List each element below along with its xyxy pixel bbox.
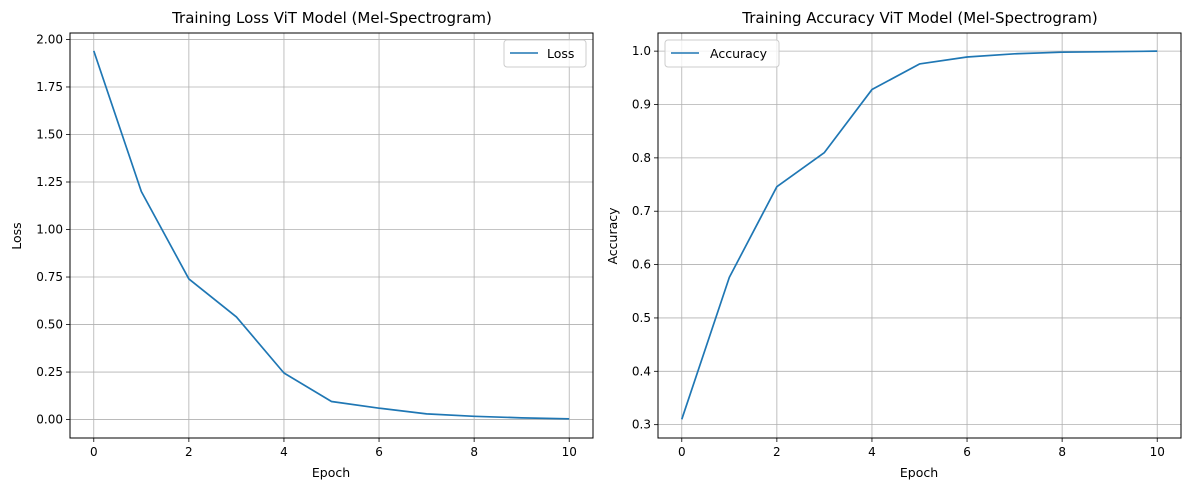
accuracy-legend-label: Accuracy	[710, 46, 768, 61]
accuracy-chart-title: Training Accuracy ViT Model (Mel-Spectro…	[741, 9, 1097, 27]
loss-legend-box	[503, 39, 587, 68]
accuracy-chart-legend: Accuracy	[664, 39, 780, 68]
accuracy-y-tick-label: 0.8	[632, 151, 651, 165]
loss-chart-xlabel: Epoch	[312, 465, 350, 480]
loss-x-tick-label: 8	[470, 445, 478, 459]
loss-y-tick-label: 1.25	[36, 175, 63, 189]
loss-chart-plot-frame	[69, 32, 594, 439]
loss-chart: Training Loss ViT Model (Mel-Spectrogram…	[9, 9, 594, 480]
accuracy-chart: Training Accuracy ViT Model (Mel-Spectro…	[605, 9, 1182, 480]
loss-x-tick-label: 2	[185, 445, 193, 459]
loss-chart-ticks: 0 2 4 6 8 10 0.00 0.25 0.50 0.75 1.00 1.25 1.50 1.75 2…	[36, 32, 577, 459]
loss-chart-ylabel: Loss	[9, 222, 24, 249]
accuracy-y-tick-label: 0.9	[632, 98, 651, 112]
accuracy-chart-series	[680, 50, 1158, 420]
loss-chart-title: Training Loss ViT Model (Mel-Spectrogram…	[171, 9, 492, 27]
accuracy-y-tick-label: 0.5	[632, 311, 651, 325]
loss-chart-series	[92, 50, 570, 420]
accuracy-chart-xlabel: Epoch	[900, 465, 938, 480]
loss-x-tick-label: 6	[375, 445, 383, 459]
loss-chart-legend: Loss	[503, 39, 587, 68]
loss-x-tick-label: 10	[562, 445, 577, 459]
accuracy-y-tick-label: 1.0	[632, 44, 651, 58]
loss-y-tick-label: 1.00	[36, 223, 63, 237]
accuracy-chart-plot-frame	[657, 32, 1182, 439]
accuracy-y-tick-label: 0.4	[632, 364, 651, 378]
loss-y-tick-label: 0.75	[36, 270, 63, 284]
loss-y-tick-label: 1.50	[36, 127, 63, 141]
accuracy-x-tick-label: 2	[773, 445, 781, 459]
accuracy-legend-box	[664, 39, 780, 68]
accuracy-x-tick-label: 4	[868, 445, 876, 459]
accuracy-x-tick-label: 0	[678, 445, 686, 459]
accuracy-chart-grid	[658, 33, 1181, 438]
loss-y-tick-label: 0.25	[36, 365, 63, 379]
accuracy-chart-ylabel: Accuracy	[605, 207, 620, 265]
loss-x-tick-label: 0	[90, 445, 98, 459]
accuracy-x-tick-label: 6	[963, 445, 971, 459]
loss-y-tick-label: 2.00	[36, 32, 63, 46]
accuracy-y-tick-label: 0.3	[632, 418, 651, 432]
accuracy-x-tick-label: 8	[1058, 445, 1066, 459]
accuracy-chart-ticks: 0 2 4 6 8 10 0.3 0.4 0.5 0.6 0.7 0.8 0.9 1.0	[632, 44, 1165, 459]
accuracy-y-tick-label: 0.7	[632, 204, 651, 218]
loss-legend-label: Loss	[547, 46, 574, 61]
loss-y-tick-label: 1.75	[36, 80, 63, 94]
accuracy-x-tick-label: 10	[1150, 445, 1165, 459]
loss-y-tick-label: 0.50	[36, 318, 63, 332]
loss-chart-grid	[70, 33, 593, 438]
loss-y-tick-label: 0.00	[36, 413, 63, 427]
accuracy-y-tick-label: 0.6	[632, 258, 651, 272]
loss-x-tick-label: 4	[280, 445, 288, 459]
